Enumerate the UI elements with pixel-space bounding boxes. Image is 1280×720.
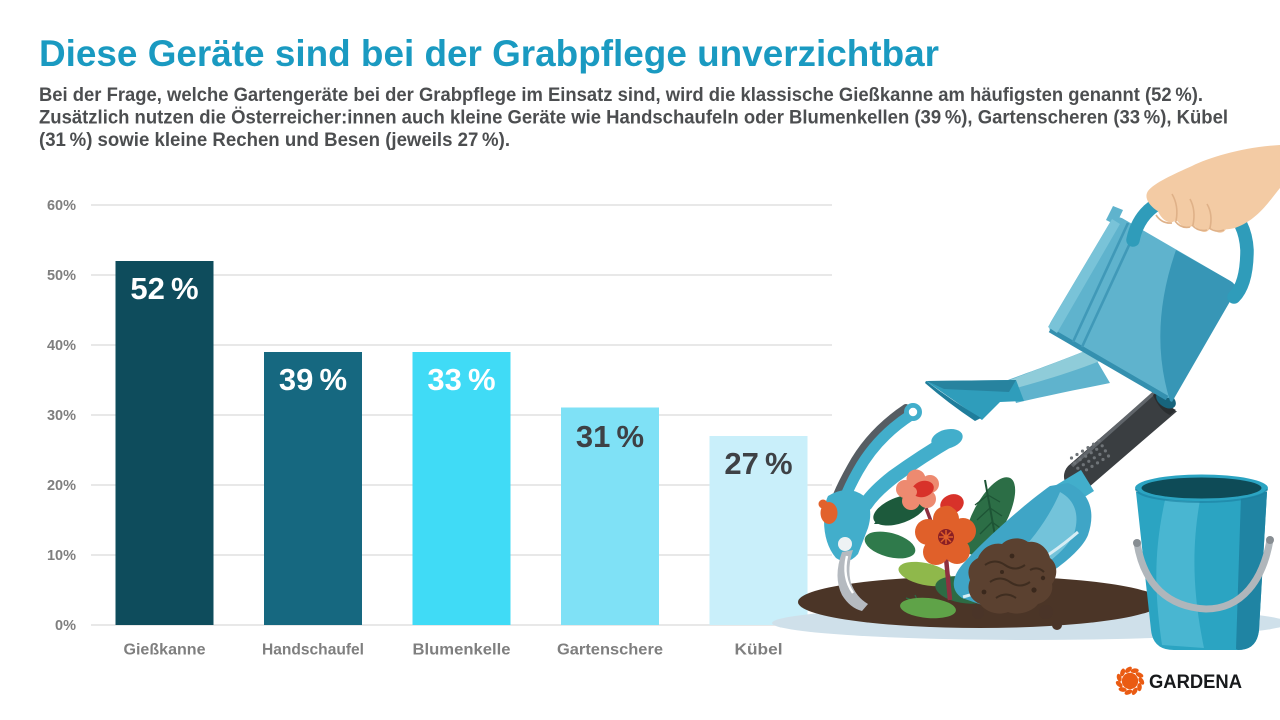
svg-text:Gießkanne: Gießkanne — [124, 642, 206, 659]
svg-text:Gartenschere: Gartenschere — [557, 642, 663, 659]
svg-text:Blumenkelle: Blumenkelle — [413, 642, 511, 659]
svg-text:40%: 40% — [47, 338, 76, 354]
svg-text:27 %: 27 % — [724, 446, 792, 481]
svg-text:Diese Geräte sind bei der Grab: Diese Geräte sind bei der Grabpflege unv… — [39, 33, 939, 74]
svg-text:31 %: 31 % — [576, 419, 644, 454]
svg-text:0%: 0% — [55, 618, 76, 634]
svg-text:50%: 50% — [47, 268, 76, 284]
svg-text:10%: 10% — [47, 548, 76, 564]
svg-text:39 %: 39 % — [279, 362, 347, 397]
svg-text:Bei der Frage, welche Gartenge: Bei der Frage, welche Gartengeräte bei d… — [39, 85, 1203, 106]
svg-text:52 %: 52 % — [130, 271, 198, 306]
svg-text:(31 %) sowie kleine Rechen und: (31 %) sowie kleine Rechen und Besen (je… — [39, 130, 510, 151]
svg-text:Kübel: Kübel — [735, 642, 783, 659]
svg-text:33 %: 33 % — [427, 362, 495, 397]
svg-text:20%: 20% — [47, 478, 76, 494]
svg-text:Zusätzlich nutzen die Österrei: Zusätzlich nutzen die Österreicher:innen… — [39, 108, 1228, 129]
svg-text:GARDENA: GARDENA — [1149, 672, 1242, 693]
svg-text:Handschaufel: Handschaufel — [262, 642, 364, 659]
svg-text:60%: 60% — [47, 198, 76, 214]
svg-text:30%: 30% — [47, 408, 76, 424]
